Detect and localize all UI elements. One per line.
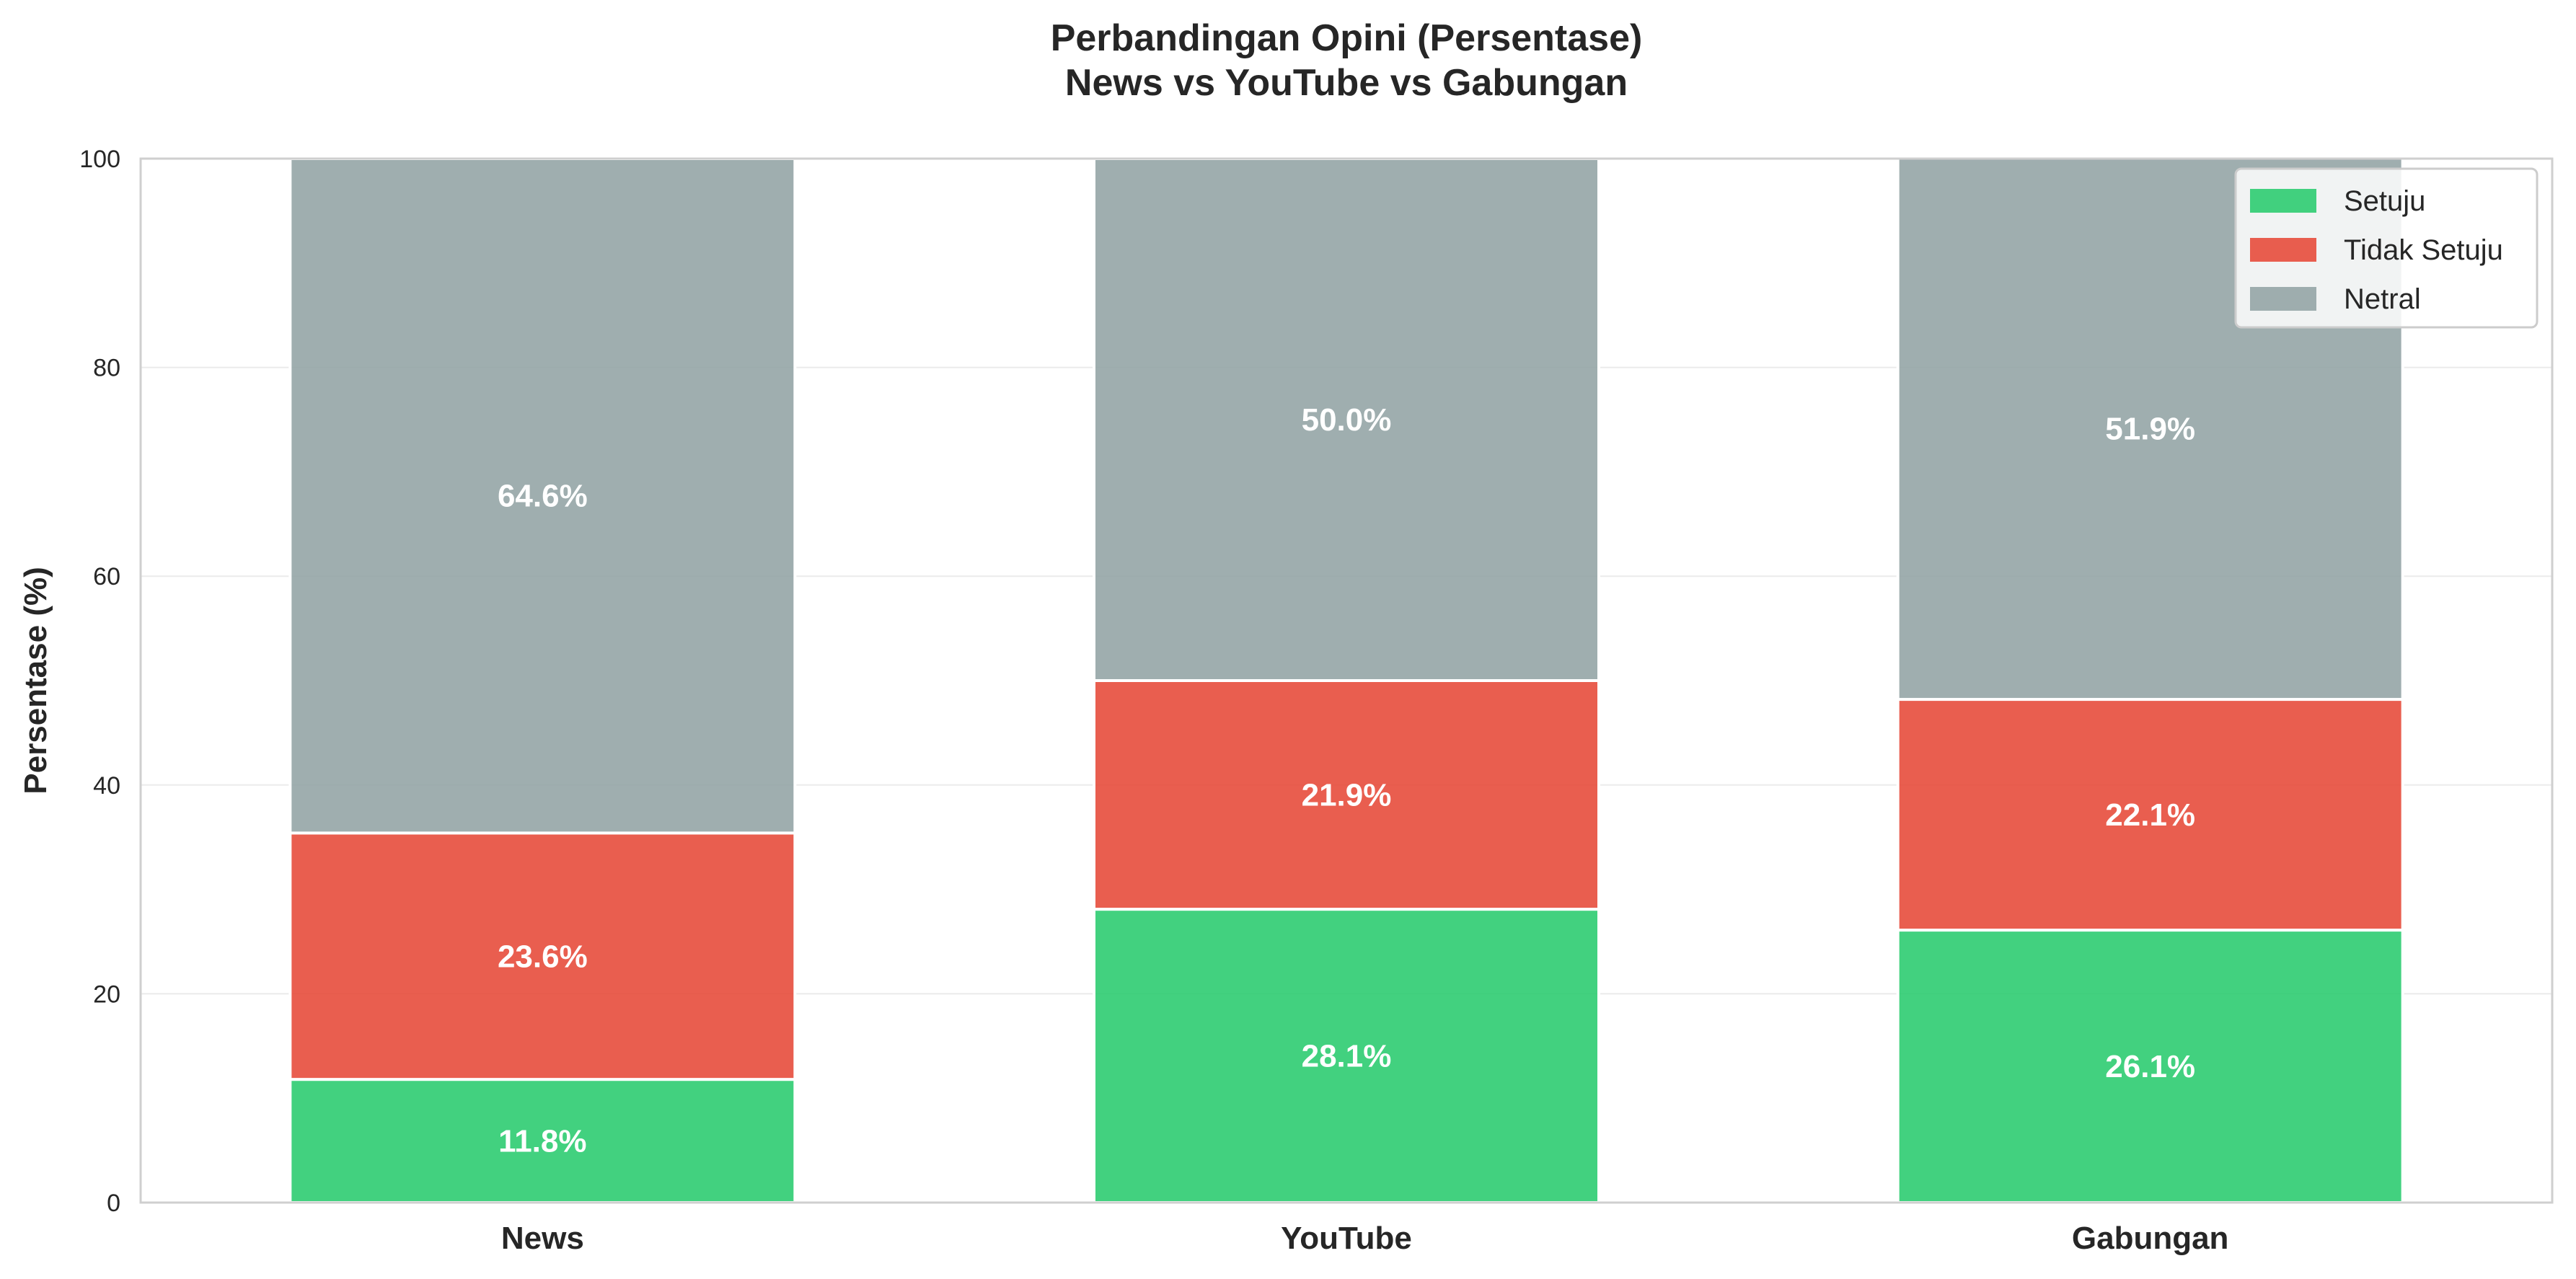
bar-tidak-setuju-news xyxy=(288,831,797,1081)
bar-value-label: 51.9% xyxy=(2105,411,2195,446)
bar-value-label: 22.1% xyxy=(2105,797,2195,833)
legend-label: Netral xyxy=(2344,283,2421,315)
legend-label: Setuju xyxy=(2344,185,2425,217)
legend-label: Tidak Setuju xyxy=(2344,234,2503,266)
legend-swatch xyxy=(2250,189,2316,213)
x-tick-label: News xyxy=(501,1221,584,1256)
bar-value-label: 26.1% xyxy=(2105,1049,2195,1084)
chart-title-line-2: News vs YouTube vs Gabungan xyxy=(1065,62,1628,104)
bars: 11.8% 23.6% 64.6% 28.1% 21.9% 50.0% 26.1% 22.1%… xyxy=(288,156,2404,1205)
x-tick-label: Gabungan xyxy=(2072,1221,2229,1256)
bar-value-label: 21.9% xyxy=(1302,778,1392,813)
y-axis-ticks: 0 20 40 60 80 100 xyxy=(79,146,120,1217)
y-tick-label: 80 xyxy=(93,355,120,382)
bar-tidak-setuju-youtube xyxy=(1093,679,1600,911)
bar-setuju-news xyxy=(288,1078,797,1204)
chart-title-line-1: Perbandingan Opini (Persentase) xyxy=(1051,17,1643,59)
y-tick-label: 60 xyxy=(93,563,120,590)
bar-value-label: 64.6% xyxy=(498,479,588,514)
x-axis-ticks: News YouTube Gabungan xyxy=(501,1221,2229,1256)
bar-value-label: 50.0% xyxy=(1302,402,1392,438)
y-axis-label: Persentase (%) xyxy=(18,567,53,794)
y-tick-label: 40 xyxy=(93,772,120,800)
y-tick-label: 0 xyxy=(107,1190,120,1217)
legend-swatch xyxy=(2250,287,2316,311)
bar-value-label: 23.6% xyxy=(498,939,588,974)
legend: Setuju Tidak Setuju Netral xyxy=(2234,167,2538,329)
bar-value-label: 28.1% xyxy=(1302,1039,1392,1074)
x-tick-label: YouTube xyxy=(1281,1221,1412,1256)
bar-netral-news xyxy=(288,157,797,835)
bar-netral-youtube xyxy=(1093,157,1600,682)
bar-value-label: 11.8% xyxy=(498,1124,586,1159)
legend-swatch xyxy=(2250,238,2316,262)
y-tick-label: 100 xyxy=(79,146,120,173)
plot-frame xyxy=(139,157,2554,1204)
bar-tidak-setuju-gabungan xyxy=(1896,698,2404,932)
y-tick-label: 20 xyxy=(93,981,120,1008)
